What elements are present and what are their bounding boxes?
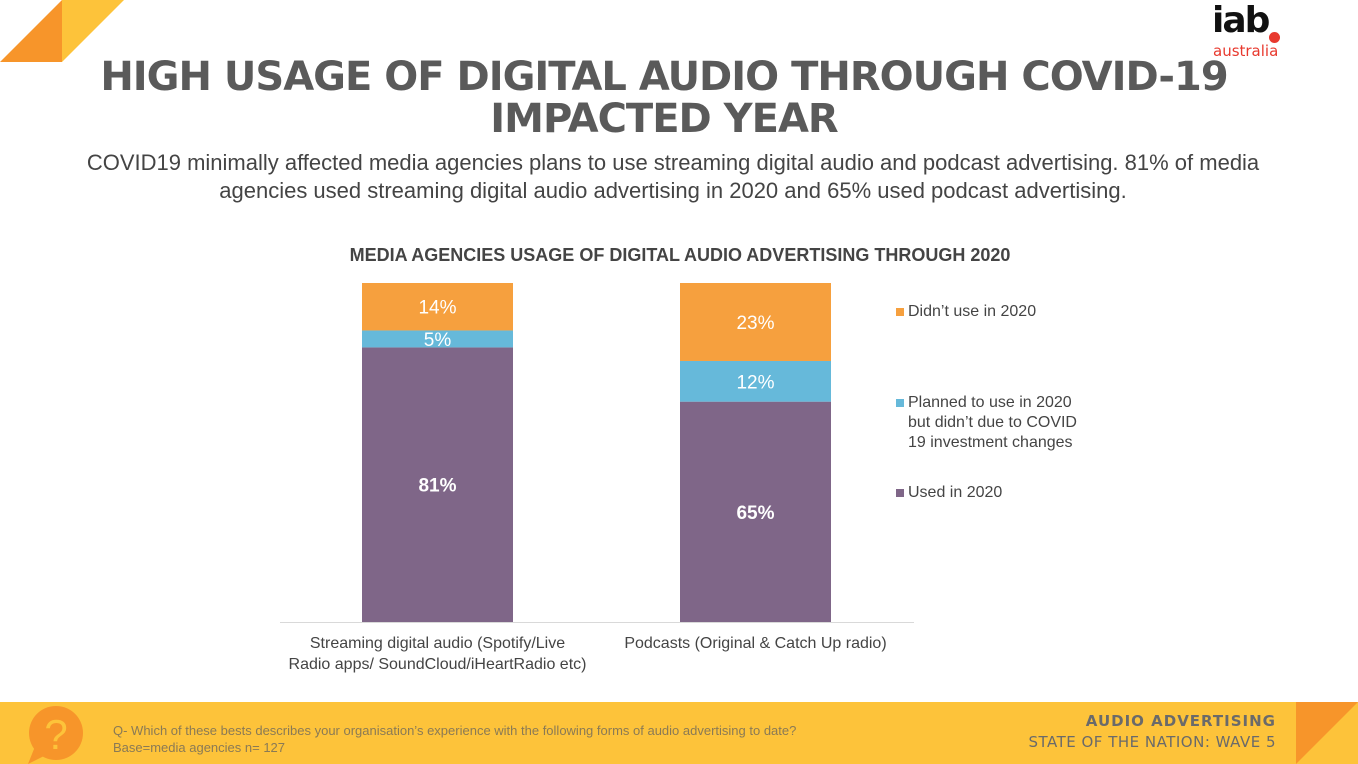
legend-swatch (896, 399, 904, 407)
footer-base-text: Base=media agencies n= 127 (113, 740, 286, 755)
page-title-line1: HIGH USAGE OF DIGITAL AUDIO THROUGH COVI… (100, 54, 1228, 100)
question-bubble-icon: ? (28, 706, 83, 764)
footer-bar (0, 702, 1358, 764)
bar-segment (680, 401, 831, 622)
data-label: 65% (736, 503, 774, 524)
svg-text:?: ? (44, 711, 67, 758)
data-label: 23% (736, 313, 774, 334)
bar-segment (362, 347, 513, 622)
stacked-bar-chart: 81% 5% 14% Streaming digital audio (Spotify… (280, 283, 1077, 673)
bar-segment (680, 283, 831, 361)
legend-label: Planned to use in 2020 (908, 394, 1072, 411)
legend-swatch (896, 489, 904, 497)
page-subtitle-line2: agencies used streaming digital audio ad… (219, 178, 1127, 203)
footer-brand-title: AUDIO ADVERTISING (1085, 712, 1276, 730)
x-tick-label: Streaming digital audio (Spotify/Live (310, 635, 565, 652)
corner-decoration-bottom-right (1296, 702, 1358, 764)
data-label: 5% (424, 330, 452, 351)
legend-label: Didn’t use in 2020 (908, 303, 1036, 320)
data-label: 14% (418, 298, 456, 319)
legend-swatch (896, 308, 904, 316)
page-subtitle: COVID19 minimally affected media agencie… (40, 149, 1306, 205)
page-title: HIGH USAGE OF DIGITAL AUDIO THROUGH COVI… (0, 56, 1328, 140)
footer-question-text: Q- Which of these bests describes your o… (113, 723, 797, 738)
logo-dot (1269, 32, 1280, 43)
legend-label: 19 investment changes (908, 434, 1073, 451)
data-label: 12% (736, 372, 774, 393)
page-subtitle-line1: COVID19 minimally affected media agencie… (86, 150, 1260, 175)
bar-segment (680, 360, 831, 402)
legend-label: but didn’t due to COVID (908, 414, 1077, 431)
x-tick-label: Radio apps/ SoundCloud/iHeartRadio etc) (289, 656, 587, 673)
logo-australia-text: australia (1213, 42, 1279, 60)
iab-australia-logo: iab australia (1208, 0, 1288, 64)
bar-segment (362, 330, 513, 348)
x-tick-label: Podcasts (Original & Catch Up radio) (624, 635, 886, 652)
page-title-line2: IMPACTED YEAR (490, 96, 838, 142)
data-label: 81% (418, 476, 456, 497)
logo-iab-text: iab (1212, 0, 1270, 41)
chart-title: MEDIA AGENCIES USAGE OF DIGITAL AUDIO AD… (349, 245, 1011, 265)
footer-brand-subtitle: STATE OF THE NATION: WAVE 5 (1028, 733, 1276, 751)
footer-question: Q- Which of these bests describes your o… (113, 722, 796, 756)
corner-decoration-top-left (0, 0, 124, 62)
legend-label: Used in 2020 (908, 484, 1002, 501)
bar-segment (362, 283, 513, 331)
